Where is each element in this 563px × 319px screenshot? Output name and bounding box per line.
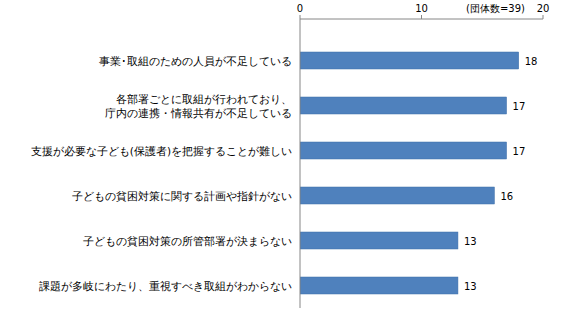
data-label: 13: [464, 281, 477, 292]
bar: [300, 232, 458, 249]
bar: [300, 142, 507, 159]
category-label: 子どもの貧困対策に関する計画や指針がない: [72, 190, 292, 203]
category-label: 子どもの貧困対策の所管部署が決まらない: [83, 235, 292, 247]
chart-svg: 0 10 20 (団体数=39) 事業･取組のための人員が不足している各部署ごとに取組が…: [0, 0, 563, 319]
category-label: 事業･取組のための人員が不足している: [99, 55, 292, 67]
bar: [300, 187, 494, 204]
tick-mark: [300, 15, 301, 19]
data-label: 13: [464, 236, 477, 247]
data-label: 17: [513, 101, 526, 112]
tick-mark: [543, 15, 544, 19]
category-label: 支援が必要な子ども(保護者)を把握することが難しい: [31, 145, 292, 158]
data-label: 16: [500, 191, 513, 202]
axis-label: (団体数=39): [466, 3, 525, 14]
category-label: 各部署ごとに取組が行われており、庁内の連携・情報共有が不足している: [105, 93, 292, 119]
tick-label: 20: [537, 3, 550, 14]
tick-label: 10: [415, 3, 428, 14]
bars: [300, 52, 519, 294]
tick-mark: [421, 15, 422, 19]
y-axis-line: [300, 19, 301, 308]
category-label: 課題が多岐にわたり、重視すべき取組がわからない: [39, 280, 292, 293]
data-label: 18: [525, 56, 538, 67]
data-label: 17: [513, 146, 526, 157]
chart-container: 0 10 20 (団体数=39) 事業･取組のための人員が不足している各部署ごとに取組が…: [0, 0, 563, 319]
bar: [300, 52, 519, 69]
bar: [300, 277, 458, 294]
bar: [300, 97, 507, 114]
tick-label: 0: [297, 3, 303, 14]
